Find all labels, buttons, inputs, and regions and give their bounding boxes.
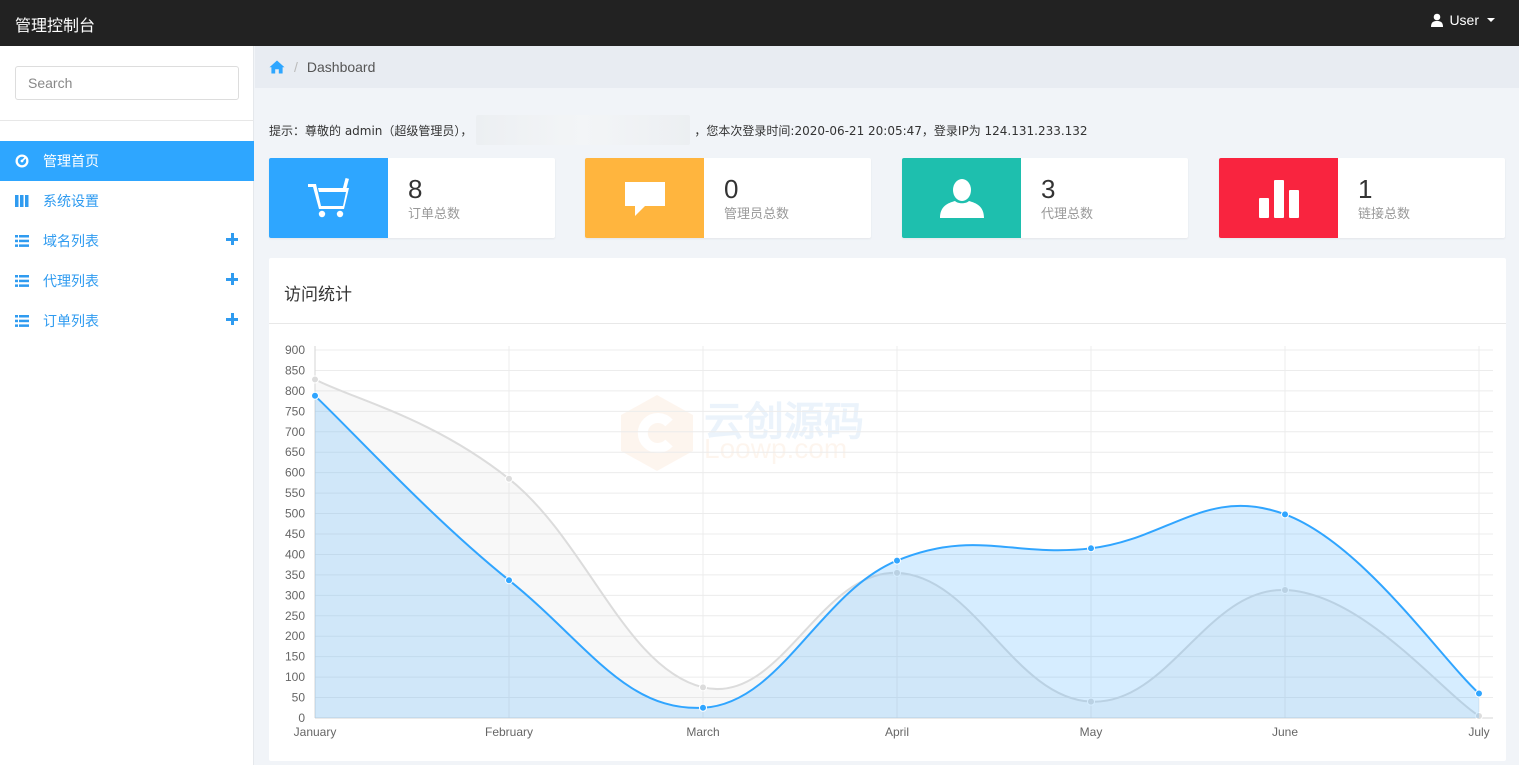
y-tick-label: 900 bbox=[285, 343, 305, 357]
series-2-point bbox=[893, 556, 901, 565]
breadcrumb-current: Dashboard bbox=[306, 59, 376, 75]
y-tick-label: 550 bbox=[285, 486, 305, 500]
bar-chart-icon bbox=[1219, 158, 1338, 238]
sidebar-item-label: 域名列表 bbox=[43, 234, 99, 250]
series-1-point bbox=[311, 375, 319, 384]
sidebar: 管理首页 系统设置 域名列表 代理列表 订单列表 bbox=[0, 46, 254, 765]
grid-icon bbox=[15, 194, 29, 208]
x-tick-label: January bbox=[294, 725, 337, 739]
visit-stats-panel: 访问统计 云创源码 Loowp.com 0 50 100 150 200 250 300 35… bbox=[269, 258, 1506, 761]
series-1-point bbox=[699, 683, 707, 692]
divider bbox=[269, 323, 1506, 324]
expand-plus-icon[interactable] bbox=[226, 233, 238, 245]
sidebar-item-agents[interactable]: 代理列表 bbox=[0, 261, 254, 301]
y-tick-label: 0 bbox=[298, 711, 305, 725]
sidebar-item-label: 系统设置 bbox=[43, 194, 99, 210]
y-tick-label: 500 bbox=[285, 507, 305, 521]
series-2-point bbox=[505, 576, 513, 585]
stat-value: 0 bbox=[724, 174, 739, 204]
sidebar-item-label: 订单列表 bbox=[43, 314, 99, 330]
stat-label: 代理总数 bbox=[1041, 207, 1094, 222]
stat-card-admins[interactable]: 0 管理员总数 bbox=[585, 158, 871, 238]
visit-line-chart: 0 50 100 150 200 250 300 350 400 450 500 550 600 650 7… bbox=[285, 343, 1493, 739]
x-tick-label: June bbox=[1272, 725, 1298, 739]
series-1-point bbox=[1281, 586, 1289, 595]
list-icon bbox=[15, 274, 29, 288]
list-icon bbox=[15, 234, 29, 248]
search-input[interactable] bbox=[15, 66, 239, 100]
user-menu[interactable]: User bbox=[1430, 12, 1495, 28]
panel-title: 访问统计 bbox=[284, 285, 352, 305]
y-tick-label: 450 bbox=[285, 527, 305, 541]
user-menu-label: User bbox=[1449, 12, 1479, 28]
series-1-point bbox=[1087, 697, 1095, 706]
y-tick-label: 600 bbox=[285, 466, 305, 480]
sidebar-item-label: 代理列表 bbox=[43, 274, 99, 290]
home-icon[interactable] bbox=[269, 60, 285, 74]
stat-card-agents[interactable]: 3 代理总数 bbox=[902, 158, 1188, 238]
y-tick-label: 750 bbox=[285, 404, 305, 418]
y-tick-label: 850 bbox=[285, 363, 305, 377]
sidebar-item-orders[interactable]: 订单列表 bbox=[0, 301, 254, 341]
series-1-point bbox=[505, 474, 513, 483]
y-tick-label: 100 bbox=[285, 670, 305, 684]
app-title[interactable]: 管理控制台 bbox=[15, 16, 96, 35]
stat-value: 3 bbox=[1041, 174, 1056, 204]
sidebar-item-dashboard[interactable]: 管理首页 bbox=[0, 141, 254, 181]
expand-plus-icon[interactable] bbox=[226, 273, 238, 285]
y-tick-label: 50 bbox=[292, 691, 306, 705]
list-icon bbox=[15, 314, 29, 328]
series-2-area bbox=[315, 395, 1479, 718]
y-tick-label: 200 bbox=[285, 629, 305, 643]
series-2-point bbox=[1087, 544, 1095, 553]
y-tick-label: 800 bbox=[285, 384, 305, 398]
y-tick-label: 700 bbox=[285, 425, 305, 439]
x-tick-label: March bbox=[686, 725, 719, 739]
stat-label: 链接总数 bbox=[1358, 207, 1411, 222]
breadcrumb-separator: / bbox=[294, 59, 298, 75]
caret-down-icon bbox=[1487, 18, 1495, 22]
stat-label: 订单总数 bbox=[408, 207, 461, 222]
x-tick-label: July bbox=[1468, 725, 1489, 739]
stat-label: 管理员总数 bbox=[724, 207, 790, 222]
expand-plus-icon[interactable] bbox=[226, 313, 238, 325]
notice-suffix: ，您本次登录时间:2020-06-21 20:05:47，登录IP为 124.1… bbox=[694, 123, 1088, 138]
redacted-block bbox=[476, 115, 691, 145]
series-1-area bbox=[315, 379, 1479, 718]
sidebar-search bbox=[0, 46, 253, 121]
cart-icon bbox=[269, 158, 388, 238]
x-tick-label: April bbox=[885, 725, 909, 739]
login-notice: 提示：尊敬的 admin（超级管理员）， ，您本次登录时间:2020-06-21… bbox=[269, 115, 1088, 145]
breadcrumb: / Dashboard bbox=[255, 46, 1519, 88]
series-2-point bbox=[311, 391, 319, 400]
stat-value: 1 bbox=[1358, 174, 1373, 204]
sidebar-nav: 管理首页 系统设置 域名列表 代理列表 订单列表 bbox=[0, 141, 254, 341]
series-2-point bbox=[1475, 689, 1483, 698]
series-1-point bbox=[893, 568, 901, 577]
user-icon bbox=[1431, 13, 1444, 27]
y-tick-label: 150 bbox=[285, 650, 305, 664]
user-icon bbox=[902, 158, 1021, 238]
series-1-point bbox=[1475, 711, 1483, 720]
notice-prefix: 提示：尊敬的 admin（超级管理员）， bbox=[269, 123, 473, 138]
y-tick-label: 350 bbox=[285, 568, 305, 582]
stat-card-links[interactable]: 1 链接总数 bbox=[1219, 158, 1505, 238]
y-tick-label: 400 bbox=[285, 547, 305, 561]
series-2-point bbox=[1281, 510, 1289, 519]
sidebar-item-domains[interactable]: 域名列表 bbox=[0, 221, 254, 261]
stat-value: 8 bbox=[408, 174, 423, 204]
sidebar-item-label: 管理首页 bbox=[43, 154, 99, 170]
y-tick-label: 300 bbox=[285, 588, 305, 602]
stat-card-orders[interactable]: 8 订单总数 bbox=[269, 158, 555, 238]
y-tick-label: 650 bbox=[285, 445, 305, 459]
top-navbar: 管理控制台 User bbox=[0, 0, 1519, 46]
dashboard-icon bbox=[15, 154, 29, 168]
sidebar-item-settings[interactable]: 系统设置 bbox=[0, 181, 254, 221]
x-tick-label: May bbox=[1080, 725, 1103, 739]
series-2-point bbox=[699, 703, 707, 712]
comment-icon bbox=[585, 158, 704, 238]
y-tick-label: 250 bbox=[285, 609, 305, 623]
x-tick-label: February bbox=[485, 725, 533, 739]
